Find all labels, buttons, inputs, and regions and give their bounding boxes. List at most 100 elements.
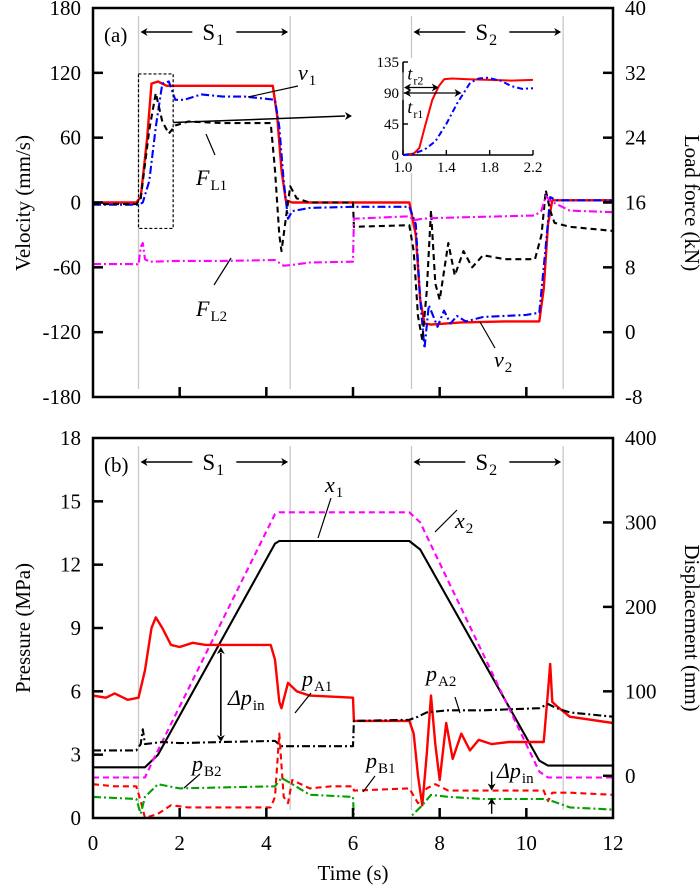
label-delta-p-in-2: Δpin [496, 758, 534, 787]
arrowhead [431, 83, 439, 92]
arrowhead [216, 647, 225, 654]
arrowhead [216, 735, 225, 742]
phase-label-1: S1 [202, 20, 224, 49]
inset-y-tick-label: 45 [384, 117, 399, 133]
inset-x-tick-label: 1.0 [394, 160, 413, 176]
series-line-2 [93, 92, 613, 342]
label-v2: v2 [494, 347, 512, 376]
y2-tick-label: 0 [625, 764, 636, 788]
series-line-0 [93, 539, 613, 769]
phase-arrowhead [140, 458, 148, 466]
leader-line [205, 133, 216, 156]
x-tick-label: 0 [88, 831, 99, 855]
y2-tick-label: -8 [625, 385, 643, 409]
inset-y-tick-label: 135 [377, 55, 400, 71]
phase-label-2: S2 [475, 20, 497, 49]
zoom-pointer-line [173, 115, 346, 124]
leader-line [317, 497, 332, 539]
label-tr1: tr1 [407, 97, 423, 121]
inset-x-tick-label: 1.4 [437, 160, 456, 176]
arrowhead [454, 89, 462, 97]
arrowhead [487, 783, 496, 791]
phase-arrowhead [413, 28, 421, 36]
x-tick-label: 2 [174, 831, 185, 855]
label-pB2: pB2 [190, 751, 222, 780]
leader-line [213, 257, 232, 286]
label-delta-p-in-1: Δpin [227, 685, 265, 714]
panel-label-a: (a) [104, 23, 127, 47]
x-tick-label: 6 [348, 831, 359, 855]
phase-label-2: S2 [475, 450, 497, 479]
y2-tick-label: 32 [625, 61, 646, 85]
label-v1: v1 [298, 60, 316, 89]
inset-background [401, 58, 537, 173]
y-tick-label: 12 [60, 553, 81, 577]
arrowhead [487, 797, 496, 805]
leader-line [294, 692, 312, 714]
label-pA1: pA1 [300, 666, 332, 695]
y-tick-label: -60 [53, 255, 81, 279]
y-tick-label: 0 [71, 806, 82, 830]
leader-line [479, 321, 496, 349]
y2-tick-label: 24 [625, 126, 647, 150]
y-tick-label: -180 [43, 385, 82, 409]
y-tick-label: 180 [50, 0, 82, 20]
series-line-2 [93, 616, 613, 807]
y2-axis-title-displacement: Displacement (mm) [680, 544, 700, 711]
series-group [93, 80, 613, 350]
leader-line [362, 775, 376, 793]
x-tick-label: 10 [516, 831, 537, 855]
y-tick-label: 60 [60, 126, 81, 150]
label-FL2: FL2 [195, 296, 227, 325]
y-tick-label: 3 [71, 743, 82, 767]
panel-a: 180 120 60 0 -60 -120 -180 40 32 24 16 8 0 -8 S1 S2 v1 FL… [43, 0, 647, 409]
inset-series-line-1 [402, 76, 534, 156]
label-pB1: pB1 [364, 748, 396, 777]
panel-b: 0 2 4 6 8 10 12 18 15 12 9 6 3 0 400 300 200 100 0 S1 S2 x1 x2… [60, 426, 657, 855]
y-tick-label: -120 [43, 320, 82, 344]
label-tr2: tr2 [407, 63, 423, 87]
leader-line [434, 509, 458, 533]
y2-tick-label: 0 [625, 320, 636, 344]
inset-y-tick-label: 0 [392, 148, 400, 164]
y2-tick-label: 100 [625, 679, 657, 703]
y-tick-label: 0 [71, 191, 82, 215]
x-tick-label: 4 [261, 831, 272, 855]
label-x2: x2 [454, 508, 473, 537]
inset-y-tick-label: 90 [384, 86, 399, 102]
phase-arrowhead [554, 458, 562, 466]
y2-axis-title-load-force: Load force (kN) [680, 135, 700, 271]
x-axis-title-time: Time (s) [318, 861, 389, 885]
phase-arrowhead [140, 28, 148, 36]
leader-line [454, 696, 461, 714]
y-tick-label: 15 [60, 489, 81, 513]
y2-tick-label: 40 [625, 0, 646, 20]
y2-tick-label: 300 [625, 510, 657, 534]
label-FL1: FL1 [195, 165, 227, 194]
y-tick-label: 18 [60, 426, 81, 450]
series-line-1 [93, 511, 613, 779]
series-line-4 [93, 732, 613, 818]
panel-label-b: (b) [104, 453, 129, 477]
x-tick-label: 8 [434, 831, 445, 855]
phase-arrowhead [281, 28, 289, 36]
label-pA2: pA2 [424, 661, 456, 690]
y-tick-label: 9 [71, 616, 82, 640]
zoom-region-box [137, 73, 174, 230]
phase-arrowhead [413, 458, 421, 466]
arrowhead [404, 83, 411, 92]
phase-label-1: S1 [202, 450, 224, 479]
y-axis-title-pressure: Pressure (MPa) [11, 563, 35, 693]
phase-arrowhead [554, 28, 562, 36]
series-line-3 [93, 702, 613, 752]
arrowhead [404, 89, 411, 97]
inset-x-tick-label: 2.2 [524, 160, 543, 176]
x-tick-label: 12 [603, 831, 624, 855]
phase-arrowhead [281, 458, 289, 466]
y2-tick-label: 16 [625, 191, 646, 215]
leader-line [183, 773, 201, 789]
y2-tick-label: 400 [625, 426, 657, 450]
inset-chart: 135 90 45 01.0 1.4 1.8 2.2 tr2 tr1 [377, 55, 543, 176]
series-group [93, 511, 613, 818]
